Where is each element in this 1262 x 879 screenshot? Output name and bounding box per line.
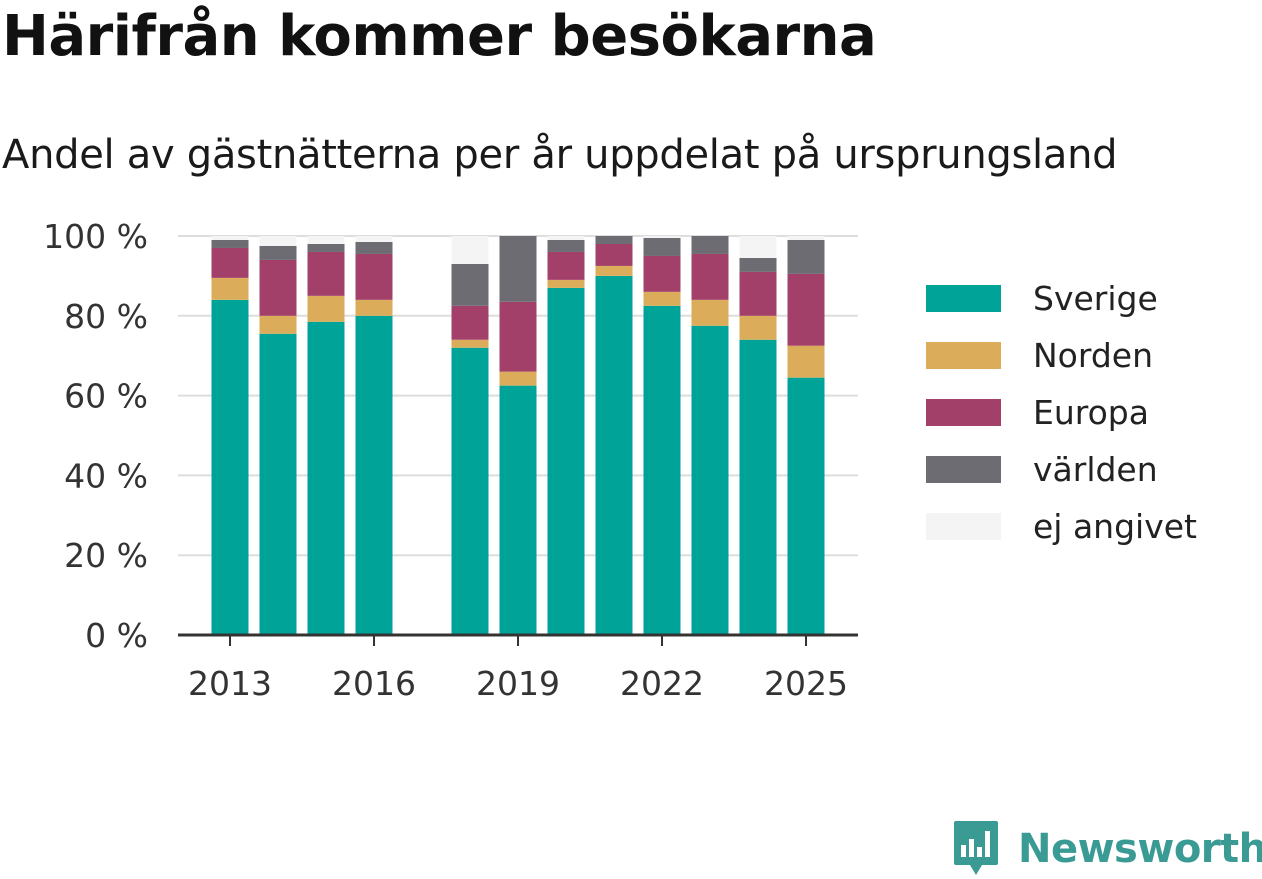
bar-segment — [451, 236, 489, 264]
bar-segment — [355, 299, 393, 316]
chart-subtitle: Andel av gästnätterna per år uppdelat på… — [2, 132, 1118, 178]
bar-segment — [259, 259, 297, 316]
bar-segment — [259, 245, 297, 260]
bars — [211, 236, 825, 635]
bar-segment — [211, 299, 249, 635]
legend-item: Norden — [926, 327, 1197, 384]
bar-segment — [307, 321, 345, 635]
bar-segment — [307, 251, 345, 296]
x-tick-label: 2016 — [332, 664, 416, 703]
bar-segment — [259, 333, 297, 635]
brand-name: Newsworthy — [1018, 826, 1262, 872]
bar-segment — [451, 339, 489, 348]
bar-segment — [691, 299, 729, 326]
axes: 0 % 20 % 40 % 60 % 80 % 100 % 2013 2016 2019 2022… — [43, 217, 858, 703]
bar-segment — [499, 301, 537, 372]
bar-segment — [211, 247, 249, 278]
bar-segment — [643, 291, 681, 306]
legend-item: Europa — [926, 384, 1197, 441]
bar-segment — [355, 253, 393, 300]
x-tick-label: 2022 — [620, 664, 704, 703]
x-tick-label: 2025 — [764, 664, 848, 703]
legend-swatch — [926, 456, 1001, 483]
bar-segment — [595, 236, 633, 244]
bar-segment — [355, 236, 393, 242]
bar-segment — [547, 251, 585, 280]
chart-legend: Sverige Norden Europa världen ej angivet — [926, 270, 1197, 555]
bar-segment — [547, 236, 585, 240]
legend-label: världen — [1033, 450, 1158, 489]
bar-segment — [355, 241, 393, 254]
bar-segment — [451, 347, 489, 635]
stacked-bar-chart: 0 % 20 % 40 % 60 % 80 % 100 % 2013 2016 2019 2022… — [43, 217, 858, 703]
bar-segment — [307, 295, 345, 322]
bar-segment — [691, 236, 729, 254]
bar-segment — [643, 255, 681, 292]
legend-item: ej angivet — [926, 498, 1197, 555]
bar-segment — [691, 325, 729, 635]
bar-segment — [595, 265, 633, 276]
bar-segment — [739, 315, 777, 340]
y-tick-label: 0 % — [85, 616, 148, 655]
bar-segment — [451, 263, 489, 306]
legend-label: Sverige — [1033, 279, 1158, 318]
bar-segment — [739, 257, 777, 272]
bar-segment — [259, 236, 297, 246]
bar-segment — [547, 287, 585, 635]
bar-segment — [211, 236, 249, 240]
bar-segment — [307, 243, 345, 252]
legend-item: världen — [926, 441, 1197, 498]
legend-label: Norden — [1033, 336, 1154, 375]
bar-segment — [547, 279, 585, 288]
bar-segment — [547, 239, 585, 252]
bar-segment — [691, 253, 729, 300]
bar-segment — [499, 236, 537, 302]
bar-segment — [499, 371, 537, 386]
bar-segment — [259, 315, 297, 334]
legend-swatch — [926, 399, 1001, 426]
x-tick-label: 2013 — [188, 664, 272, 703]
bar-segment — [643, 237, 681, 256]
bar-segment — [643, 305, 681, 635]
y-tick-label: 60 % — [64, 377, 148, 416]
legend-swatch — [926, 513, 1001, 540]
legend-swatch — [926, 285, 1001, 312]
bar-segment — [787, 377, 825, 635]
bar-segment — [499, 385, 537, 635]
chart-title: Härifrån kommer besökarna — [2, 4, 877, 69]
bar-segment — [595, 243, 633, 266]
newsworthy-logo: Newsworthy — [952, 819, 1262, 879]
y-tick-label: 20 % — [64, 536, 148, 575]
bar-segment — [787, 236, 825, 240]
bar-segment — [739, 339, 777, 635]
y-tick-label: 100 % — [43, 217, 148, 256]
legend-label: Europa — [1033, 393, 1149, 432]
bar-segment — [739, 236, 777, 258]
bar-segment — [787, 345, 825, 378]
bar-segment — [787, 273, 825, 346]
bar-segment — [211, 239, 249, 248]
y-tick-label: 40 % — [64, 456, 148, 495]
bar-segment — [307, 236, 345, 244]
bar-segment — [643, 236, 681, 238]
bar-segment — [355, 315, 393, 635]
x-tick-label: 2019 — [476, 664, 560, 703]
legend-swatch — [926, 342, 1001, 369]
bar-segment — [451, 305, 489, 340]
legend-label: ej angivet — [1033, 507, 1197, 546]
bar-segment — [787, 239, 825, 274]
legend-item: Sverige — [926, 270, 1197, 327]
bar-segment — [211, 277, 249, 300]
bar-segment — [595, 275, 633, 635]
bar-segment — [739, 271, 777, 316]
y-tick-label: 80 % — [64, 297, 148, 336]
bar-chart-speech-icon — [954, 821, 998, 875]
